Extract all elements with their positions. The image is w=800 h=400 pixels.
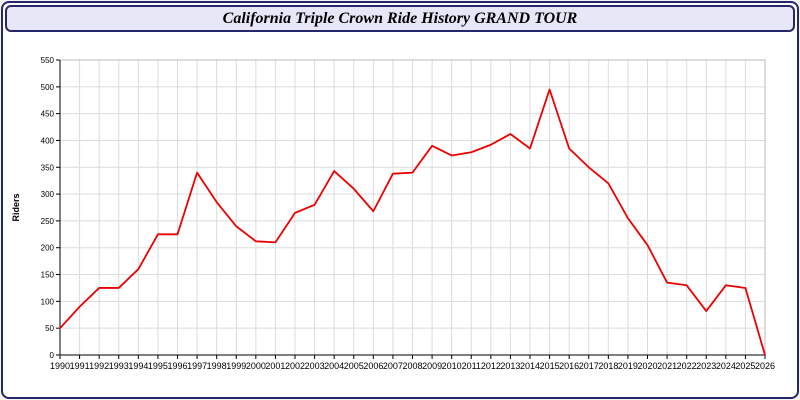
svg-text:2019: 2019 — [618, 361, 638, 371]
svg-text:2016: 2016 — [559, 361, 579, 371]
svg-text:400: 400 — [41, 136, 55, 145]
svg-text:2012: 2012 — [481, 361, 501, 371]
svg-text:250: 250 — [41, 217, 55, 226]
svg-text:2014: 2014 — [520, 361, 540, 371]
svg-text:2003: 2003 — [305, 361, 325, 371]
svg-text:300: 300 — [41, 190, 55, 199]
svg-text:1992: 1992 — [89, 361, 109, 371]
svg-text:2010: 2010 — [442, 361, 462, 371]
svg-text:350: 350 — [41, 163, 55, 172]
svg-text:550: 550 — [41, 56, 55, 65]
svg-text:2018: 2018 — [598, 361, 618, 371]
riders-series-line — [59, 88, 766, 356]
svg-text:2000: 2000 — [246, 361, 266, 371]
svg-text:450: 450 — [41, 110, 55, 119]
svg-text:2002: 2002 — [285, 361, 305, 371]
svg-text:2005: 2005 — [344, 361, 364, 371]
svg-text:100: 100 — [41, 297, 55, 306]
svg-text:2006: 2006 — [363, 361, 383, 371]
y-axis-title: Riders — [11, 193, 21, 221]
svg-text:2023: 2023 — [696, 361, 716, 371]
svg-text:2024: 2024 — [716, 361, 736, 371]
svg-text:2009: 2009 — [422, 361, 442, 371]
svg-text:1993: 1993 — [109, 361, 129, 371]
svg-text:2004: 2004 — [324, 361, 344, 371]
svg-text:2008: 2008 — [402, 361, 422, 371]
svg-text:500: 500 — [41, 83, 55, 92]
svg-text:2001: 2001 — [265, 361, 285, 371]
svg-text:0: 0 — [50, 351, 55, 360]
chart-title-bar: California Triple Crown Ride History GRA… — [5, 5, 795, 32]
svg-text:50: 50 — [45, 324, 54, 333]
svg-text:2022: 2022 — [677, 361, 697, 371]
svg-text:2025: 2025 — [735, 361, 755, 371]
svg-text:200: 200 — [41, 244, 55, 253]
svg-text:2026: 2026 — [755, 361, 775, 371]
svg-text:150: 150 — [41, 271, 55, 280]
svg-text:1996: 1996 — [167, 361, 187, 371]
svg-text:1999: 1999 — [226, 361, 246, 371]
svg-text:2013: 2013 — [500, 361, 520, 371]
svg-text:1995: 1995 — [148, 361, 168, 371]
svg-text:1991: 1991 — [70, 361, 90, 371]
axis-ticks — [56, 59, 766, 359]
svg-text:2021: 2021 — [657, 361, 677, 371]
svg-text:1998: 1998 — [207, 361, 227, 371]
svg-text:2015: 2015 — [540, 361, 560, 371]
svg-text:2017: 2017 — [579, 361, 599, 371]
chart-title: California Triple Crown Ride History GRA… — [222, 9, 578, 27]
svg-text:2020: 2020 — [637, 361, 657, 371]
gridlines — [59, 59, 766, 356]
svg-text:1994: 1994 — [128, 361, 148, 371]
svg-text:2011: 2011 — [462, 361, 481, 371]
svg-text:1997: 1997 — [187, 361, 207, 371]
svg-text:1990: 1990 — [50, 361, 70, 371]
svg-text:2007: 2007 — [383, 361, 403, 371]
